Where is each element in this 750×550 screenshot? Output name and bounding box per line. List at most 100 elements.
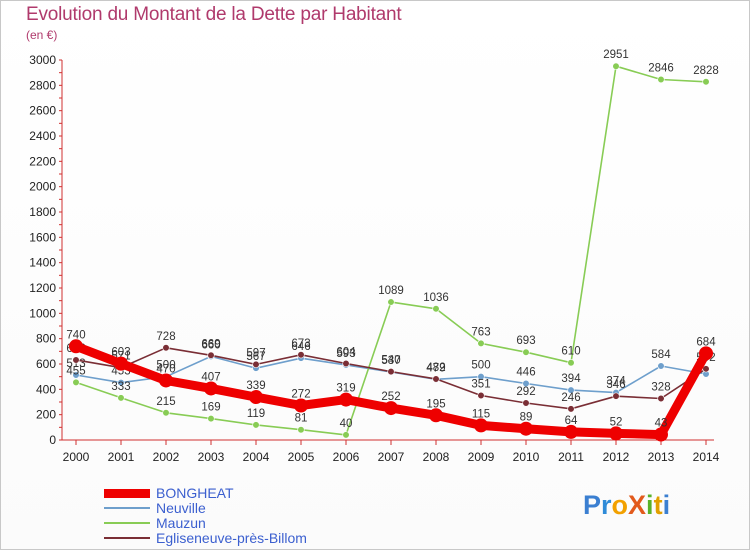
data-point xyxy=(384,401,398,416)
data-label: 646 xyxy=(291,341,310,353)
y-tick-label: 400 xyxy=(36,382,56,396)
data-label: 728 xyxy=(156,331,175,343)
data-label: 2846 xyxy=(648,63,674,75)
legend-item-bongheat: BONGHEAT xyxy=(104,485,234,501)
y-tick-label: 1600 xyxy=(29,230,56,244)
y-tick-label: 2800 xyxy=(29,78,56,92)
data-point xyxy=(72,356,80,364)
y-tick-label: 2200 xyxy=(29,154,56,168)
logo-letter: r xyxy=(601,490,612,520)
data-point xyxy=(252,360,260,368)
data-point xyxy=(294,398,308,413)
x-tick-label: 2002 xyxy=(153,450,180,464)
x-tick-label: 2001 xyxy=(108,450,135,464)
data-point xyxy=(249,390,263,405)
data-point xyxy=(702,365,710,373)
data-label: 500 xyxy=(156,360,175,372)
data-label: 64 xyxy=(565,415,578,427)
data-point xyxy=(564,424,578,439)
data-point xyxy=(207,351,215,359)
data-label: 351 xyxy=(471,379,490,391)
data-label: 394 xyxy=(561,373,581,385)
data-point xyxy=(519,421,533,436)
legend-swatch-bongheat xyxy=(104,488,150,498)
x-tick-label: 2014 xyxy=(693,450,720,464)
data-label: 407 xyxy=(201,371,220,383)
data-point xyxy=(429,408,443,423)
legend-label: Neuville xyxy=(156,500,206,516)
data-point xyxy=(654,427,668,442)
data-point xyxy=(657,394,665,403)
y-tick-label: 2600 xyxy=(29,104,56,118)
data-label: 684 xyxy=(696,336,716,348)
y-tick-label: 200 xyxy=(36,408,56,422)
data-point xyxy=(114,356,128,371)
series-bongheat: 740 603 470 407 339 272 319 252 195 115 89 64 52 43 68… xyxy=(66,329,716,442)
logo-letter: i xyxy=(646,490,654,520)
data-label: 319 xyxy=(336,383,355,395)
legend-label: Mauzun xyxy=(156,515,206,531)
y-tick-label: 3000 xyxy=(29,53,56,67)
data-label: 470 xyxy=(156,363,175,375)
logo-letter: P xyxy=(583,490,602,520)
y-tick-label: 1200 xyxy=(29,281,56,295)
data-point xyxy=(432,375,440,383)
y-tick-label: 1000 xyxy=(29,306,56,320)
legend-item-mauzun: Mauzun xyxy=(104,515,206,531)
data-point xyxy=(612,62,620,70)
data-point xyxy=(72,371,80,379)
logo-letter: o xyxy=(611,490,629,520)
x-tick-label: 2013 xyxy=(648,450,675,464)
data-label: 455 xyxy=(66,365,85,377)
data-point xyxy=(477,391,485,400)
data-label: 610 xyxy=(561,346,580,358)
data-label: 584 xyxy=(651,349,671,361)
data-point xyxy=(159,373,173,388)
y-tick-label: 600 xyxy=(36,357,56,371)
data-label: 669 xyxy=(201,338,220,350)
y-tick-label: 2400 xyxy=(29,129,56,143)
legend-swatch-neuville xyxy=(104,507,150,509)
data-label: 119 xyxy=(247,408,265,420)
x-tick-label: 2008 xyxy=(423,450,450,464)
data-point xyxy=(162,344,170,352)
legend-swatch-mauzun xyxy=(104,522,150,524)
data-label: 52 xyxy=(610,416,623,428)
data-point xyxy=(609,426,623,441)
data-label: 246 xyxy=(561,392,580,404)
series-egliseneuve-pr-s-billom: 6325717286695976736045404823512922463463… xyxy=(66,331,716,413)
data-label: 89 xyxy=(520,412,533,424)
data-label: 43 xyxy=(655,418,668,430)
data-point xyxy=(297,351,305,359)
data-point xyxy=(69,339,83,354)
data-label: 2951 xyxy=(603,49,629,61)
data-label: 346 xyxy=(606,379,625,391)
data-point xyxy=(297,426,305,434)
x-tick-label: 2009 xyxy=(468,450,495,464)
data-label: 81 xyxy=(295,413,308,425)
data-label: 540 xyxy=(381,355,400,367)
data-point xyxy=(477,373,485,381)
data-point xyxy=(567,359,575,367)
data-point xyxy=(339,392,353,407)
data-point xyxy=(699,346,713,361)
x-tick-label: 2005 xyxy=(288,450,315,464)
chart-axes: 0 200 400 600 800 1000 1200 1400 1600 1800 2000 220… xyxy=(29,53,719,464)
x-tick-label: 2006 xyxy=(333,450,360,464)
x-tick-label: 2000 xyxy=(63,450,90,464)
x-tick-label: 2011 xyxy=(558,450,584,464)
data-point xyxy=(342,431,350,439)
data-label: 115 xyxy=(472,408,490,420)
data-point xyxy=(522,399,530,407)
y-tick-label: 1400 xyxy=(29,256,56,270)
x-tick-label: 2012 xyxy=(603,450,630,464)
data-point xyxy=(657,362,665,370)
legend-label: Egliseneuve-près-Billom xyxy=(156,530,307,546)
x-tick-label: 2004 xyxy=(243,450,270,464)
chart-title: Evolution du Montant de la Dette par Hab… xyxy=(26,4,402,25)
data-point xyxy=(432,305,440,313)
data-label: 740 xyxy=(66,329,85,341)
data-label: 252 xyxy=(381,391,400,403)
data-point xyxy=(207,414,215,423)
